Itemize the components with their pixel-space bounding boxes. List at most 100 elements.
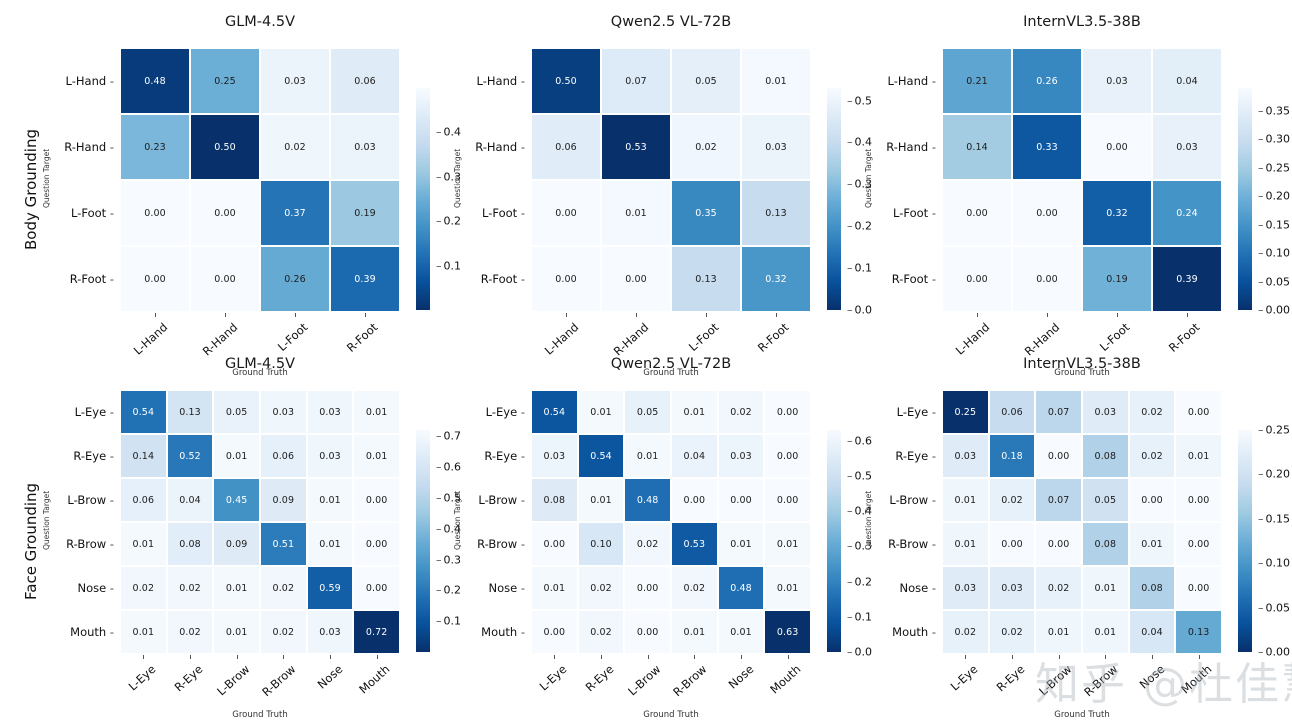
x-tick-label: Nose (725, 662, 757, 692)
x-tick-mark (155, 313, 156, 317)
heatmap-cell: 0.00 (353, 478, 400, 522)
x-tick-label: L-Brow (624, 662, 664, 699)
heatmap-cell: 0.00 (1128, 478, 1176, 522)
heatmap-cell: 0.08 (1082, 434, 1129, 478)
heatmap-cell: 0.01 (120, 610, 167, 654)
x-tick-mark (376, 655, 378, 659)
y-tick-label: R-Brow - (461, 537, 525, 551)
heatmap-cell: 0.00 (764, 478, 811, 522)
colorbar-tick-text: 0.5 (443, 491, 462, 505)
heatmap-cell: 0.02 (1128, 390, 1176, 434)
x-tick-label: L-Brow (1035, 662, 1075, 699)
heatmap-cell: 0.04 (671, 434, 718, 478)
panel-title-5: InternVL3.5-38B (1023, 356, 1141, 372)
colorbar-tick-label: –0.25 (1252, 424, 1290, 437)
colorbar-tick-text: 0.3 (854, 177, 873, 191)
heatmap-cell: 0.63 (764, 610, 811, 654)
y-tick-label: L-Hand - (50, 74, 114, 88)
colorbar-tick-dash: – (1258, 189, 1264, 203)
x-tick-mark (636, 313, 637, 317)
colorbar-tick-dash: – (436, 429, 442, 443)
y-tick-label: R-Eye - (461, 449, 525, 463)
y-tick-label: L-Foot - (872, 206, 936, 220)
colorbar-tick-dash: – (847, 610, 853, 624)
colorbar-tick-text: 0.2 (854, 575, 873, 589)
colorbar-tick-label: –0.3 (430, 170, 461, 183)
colorbar-tick-text: 0.1 (854, 610, 873, 624)
x-tick-mark (977, 313, 978, 317)
heatmap-cell: 0.00 (764, 390, 811, 434)
heatmap-cell: 0.10 (577, 522, 625, 566)
colorbar-tick-dash: – (847, 219, 853, 233)
colorbar-tick-text: 0.30 (1265, 132, 1291, 146)
heatmap-cell: 0.25 (190, 48, 260, 114)
y-tick-dash: - (928, 206, 936, 220)
x-tick-mark (694, 655, 696, 659)
y-tick-dash: - (106, 74, 114, 88)
colorbar-tick-dash: – (436, 553, 442, 566)
y-axis-title: Question Target (864, 148, 873, 208)
y-axis-title: Question Target (453, 148, 462, 208)
y-tick-label: L-Eye - (872, 405, 936, 419)
heatmap-5: 0.25 0.06 0.07 0.03 0.02 0.00 0.03 0.18 0.00 0.08… (942, 390, 1222, 654)
heatmap-cell: 0.00 (671, 478, 718, 522)
heatmap-cell: 0.03 (741, 114, 811, 180)
heatmap-cell: 0.14 (120, 434, 167, 478)
y-tick-dash: - (517, 581, 525, 595)
x-tick-label: Nose (1136, 662, 1168, 692)
heatmap-cell: 0.53 (671, 522, 718, 566)
y-tick-text: L-Brow (67, 493, 107, 507)
heatmap-cell: 0.01 (213, 434, 260, 478)
x-tick-mark (190, 655, 191, 659)
y-tick-dash: - (517, 74, 525, 88)
colorbar-tick-dash: – (436, 170, 442, 184)
heatmap-cell: 0.09 (213, 522, 260, 566)
heatmap-cell: 0.02 (260, 114, 330, 180)
colorbar-tick-dash: – (1258, 645, 1264, 659)
y-tick-dash: - (928, 449, 936, 463)
y-tick-dash: - (517, 272, 525, 286)
colorbar-tick-text: 0.00 (1265, 303, 1291, 317)
y-tick-label: Nose - (50, 581, 114, 595)
heatmap-cell: 0.00 (531, 246, 601, 312)
x-tick-mark (330, 655, 331, 659)
colorbar-tick-label: –0.05 (1252, 601, 1290, 614)
panel-title-3: GLM-4.5V (224, 356, 296, 372)
heatmap-cell: 0.03 (1082, 390, 1129, 434)
colorbar-tick-text: 0.2 (443, 214, 462, 228)
colorbar-tick-label: –0.25 (1252, 161, 1290, 174)
heatmap-cell: 0.02 (988, 478, 1036, 522)
heatmap-cell: 0.02 (1035, 566, 1082, 610)
colorbar-tick-text: 0.0 (854, 645, 873, 659)
row-group-label-1: Face Grounding (22, 482, 40, 600)
colorbar-tick-dash: – (847, 94, 853, 108)
colorbar-tick-text: 0.20 (1265, 189, 1291, 203)
heatmap-cell: 0.03 (531, 434, 578, 478)
colorbar-tick-label: –0.5 (841, 94, 872, 107)
heatmap-cell: 0.39 (1152, 246, 1222, 312)
y-tick-label: L-Foot - (50, 206, 114, 220)
colorbar-tick-label: –0.7 (430, 430, 461, 443)
heatmap-cell: 0.01 (1175, 434, 1222, 478)
colorbar-tick-label: –0.5 (430, 491, 461, 504)
colorbar-tick-text: 0.25 (1265, 161, 1291, 175)
y-tick-label: Nose - (872, 581, 936, 595)
heatmap-cell: 0.02 (942, 610, 989, 654)
y-tick-label: R-Foot - (461, 272, 525, 286)
colorbar-tick-dash: – (1258, 104, 1264, 118)
colorbar-gradient (827, 430, 841, 652)
heatmap-cell: 0.26 (260, 246, 330, 312)
y-tick-dash: - (517, 537, 525, 551)
colorbar-tick-text: 0.2 (443, 583, 462, 597)
colorbar-tick-dash: – (1258, 275, 1264, 289)
heatmap-cell: 0.07 (1035, 390, 1082, 434)
colorbar-tick-dash: – (1258, 601, 1264, 615)
heatmap-cell: 0.32 (741, 246, 811, 312)
colorbar-tick-label: –0.20 (1252, 468, 1290, 481)
colorbar-tick-text: 0.6 (443, 460, 462, 474)
heatmap-cell: 0.03 (306, 434, 354, 478)
heatmap-cell: 0.00 (531, 522, 578, 566)
colorbar-tick-label: –0.15 (1252, 218, 1290, 231)
heatmap-cell: 0.01 (717, 522, 765, 566)
